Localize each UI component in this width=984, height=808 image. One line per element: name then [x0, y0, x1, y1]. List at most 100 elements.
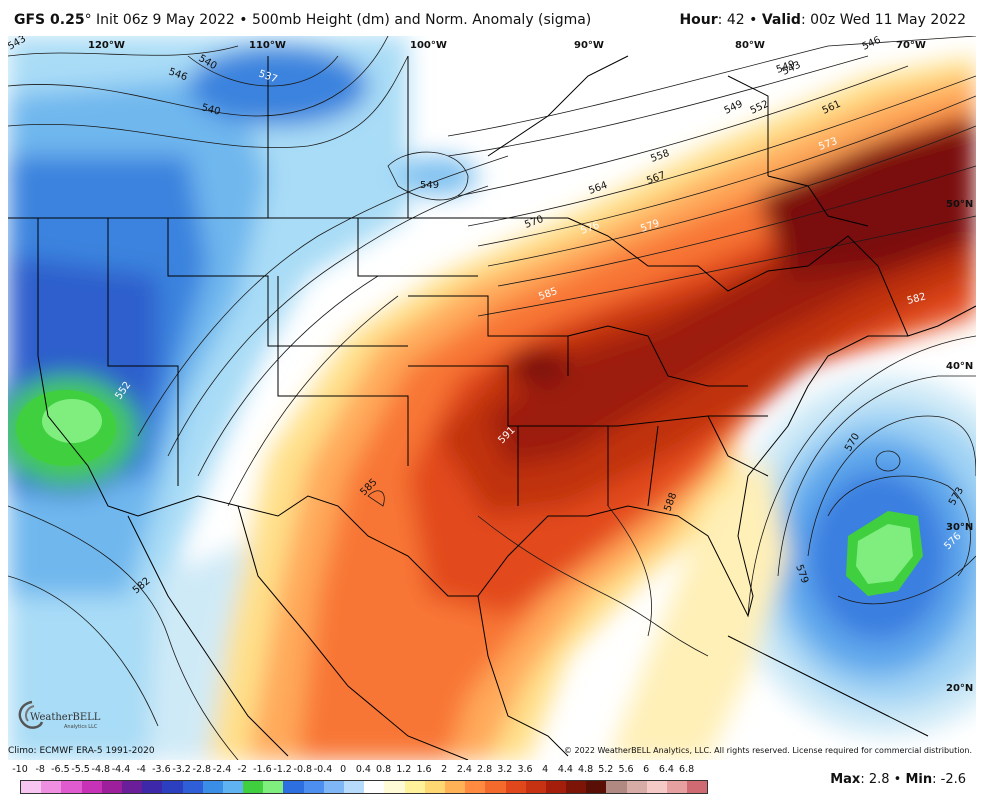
lat-label: 30°N: [946, 522, 973, 533]
colorbar-swatch: [485, 781, 506, 793]
colorbar-tick-label: 4.4: [557, 764, 573, 775]
hour-value: : 42 •: [717, 12, 762, 28]
colorbar-swatch: [41, 781, 62, 793]
colorbar-tick-label: -2: [237, 764, 247, 775]
colorbar-swatches: [20, 780, 709, 794]
colorbar-tick-label: -10: [12, 764, 28, 775]
colorbar-tick-label: -2.4: [212, 764, 232, 775]
max-min-stats: Max: 2.8 • Min: -2.6: [830, 772, 966, 787]
min-label: Min: [905, 772, 933, 787]
model-name: GFS 0.25: [14, 12, 85, 28]
colorbar-swatch: [162, 781, 183, 793]
pacific-anomaly-inner: [42, 399, 102, 443]
map-title: GFS 0.25° Init 06z 9 May 2022 • 500mb He…: [14, 12, 591, 28]
colorbar-tick-label: -6.5: [51, 764, 70, 775]
colorbar-swatch: [687, 781, 708, 793]
colorbar-swatch: [444, 781, 466, 793]
anomaly-map: 120°W 110°W 100°W 90°W 80°W 70°W 50°N 40…: [8, 36, 976, 760]
colorbar-tick-label: -4: [136, 764, 146, 775]
min-value: : -2.6: [932, 772, 966, 787]
colorbar-swatch: [404, 781, 425, 793]
colorbar-tick-label: -3.6: [152, 764, 171, 775]
colorbar-tick-label: -0.8: [293, 764, 313, 775]
colorbar-swatch: [364, 781, 385, 793]
colorbar-tick-label: 6: [643, 764, 650, 775]
copyright-note: © 2022 WeatherBELL Analytics, LLC. All r…: [564, 746, 972, 755]
lon-label: 80°W: [735, 40, 765, 51]
logo-mark: WeatherBELL Analytics LLC: [18, 700, 101, 730]
colorbar-swatch: [646, 781, 667, 793]
atlantic-anomaly-inner: [856, 524, 913, 584]
colorbar-tick-label: -2.8: [192, 764, 212, 775]
contour-label: 549: [420, 180, 439, 191]
colorbar-swatch: [101, 781, 122, 793]
anomaly-shading: [8, 36, 976, 760]
lon-label: 110°W: [249, 40, 286, 51]
lat-label: 40°N: [946, 361, 973, 372]
max-label: Max: [830, 772, 861, 787]
valid-value: : 00z Wed 11 May 2022: [800, 12, 966, 28]
colorbar-tick-label: 2.8: [477, 764, 493, 775]
colorbar-tick-label: -4.4: [111, 764, 131, 775]
colorbar-swatch: [21, 781, 42, 793]
logo-subtext: Analytics LLC: [64, 724, 98, 730]
colorbar-swatch: [202, 781, 223, 793]
lat-label: 50°N: [946, 199, 973, 210]
colorbar-swatch: [344, 781, 365, 793]
colorbar-swatch: [606, 781, 627, 793]
colorbar-swatch: [424, 781, 445, 793]
colorbar-tick-label: 3.2: [497, 764, 513, 775]
lon-label: 90°W: [574, 40, 604, 51]
logo-text: WeatherBELL: [30, 712, 101, 723]
colorbar-tick-label: -5.5: [71, 764, 90, 775]
colorbar-swatch: [61, 781, 82, 793]
colorbar-tick-label: -1.2: [273, 764, 292, 775]
colorbar-tick-label: 4.8: [578, 764, 594, 775]
degree-symbol: °: [84, 12, 92, 28]
colorbar-swatch: [465, 781, 486, 793]
contour-label: 540: [200, 102, 221, 118]
colorbar-swatch: [303, 781, 324, 793]
colorbar-tick-label: -3.2: [172, 764, 191, 775]
map-svg: 120°W 110°W 100°W 90°W 80°W 70°W 50°N 40…: [8, 36, 976, 760]
colorbar-swatch: [566, 781, 587, 793]
lon-label: 100°W: [410, 40, 447, 51]
colorbar-tick-label: 5.2: [598, 764, 614, 775]
colorbar-tick-label: -1.6: [253, 764, 272, 775]
colorbar-tick-label: 0.4: [355, 764, 371, 775]
colorbar-swatch: [505, 781, 526, 793]
contour-label: 582: [906, 291, 927, 307]
colorbar-swatch: [323, 781, 344, 793]
colorbar-swatch: [182, 781, 203, 793]
colorbar-tick-label: -4.8: [91, 764, 111, 775]
colorbar-swatch: [243, 781, 264, 793]
colorbar-swatch: [586, 781, 607, 793]
graticule-labels: 120°W 110°W 100°W 90°W 80°W 70°W 50°N 40…: [88, 40, 973, 694]
colorbar-swatch: [667, 781, 688, 793]
colorbar-swatch: [263, 781, 284, 793]
colorbar-tick-label: -0.4: [313, 764, 333, 775]
boundaries: [8, 55, 976, 760]
lon-label: 70°W: [896, 40, 926, 51]
colorbar-swatch: [222, 781, 244, 793]
colorbar-tick-label: 0: [340, 764, 347, 775]
colorbar-swatch: [81, 781, 102, 793]
colorbar-swatch: [545, 781, 567, 793]
weatherbell-logo: WeatherBELL Analytics LLC: [14, 696, 110, 734]
colorbar-tick-label: 4: [542, 764, 549, 775]
colorbar-tick-label: 6.4: [658, 764, 674, 775]
colorbar-swatch: [142, 781, 163, 793]
header: GFS 0.25° Init 06z 9 May 2022 • 500mb He…: [0, 0, 984, 36]
valid-label: Valid: [761, 12, 801, 28]
colorbar-tick-label: 2: [441, 764, 448, 775]
colorbar-tick-label: 5.6: [618, 764, 634, 775]
colorbar-tick-label: -8: [35, 764, 45, 775]
colorbar-tick-label: 1.6: [416, 764, 432, 775]
max-value: : 2.8 •: [860, 772, 906, 787]
colorbar-swatch: [525, 781, 546, 793]
valid-time: Hour: 42 • Valid: 00z Wed 11 May 2022: [679, 12, 966, 28]
climo-note: Climo: ECMWF ERA-5 1991-2020: [8, 746, 155, 756]
colorbar-tick-label: 3.6: [517, 764, 533, 775]
init-text: Init 06z 9 May 2022 • 500mb Height (dm) …: [91, 12, 592, 28]
colorbar: -10 -8 -6.5 -5.5 -4.8 -4.4 -4 -3.6 -3.2 -2.8 -2.4-…: [12, 764, 712, 804]
